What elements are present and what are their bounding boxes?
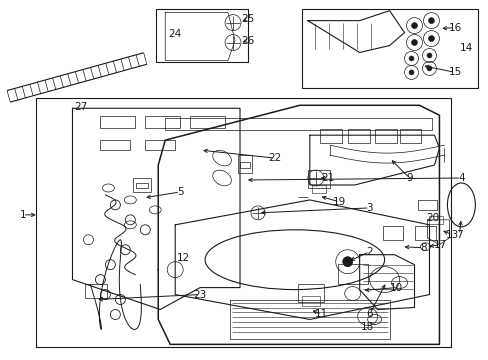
Text: 6: 6 [366, 310, 372, 319]
Bar [301, 9, 477, 88]
Bar [145, 140, 175, 150]
Ellipse shape [411, 23, 417, 28]
Bar [374, 129, 396, 143]
Bar [428, 216, 443, 224]
Bar [100, 116, 135, 128]
Ellipse shape [426, 66, 431, 71]
Ellipse shape [408, 56, 413, 61]
Text: 11: 11 [314, 310, 328, 319]
Text: 14: 14 [459, 42, 472, 53]
Text: 18: 18 [360, 323, 373, 332]
Bar [36, 98, 450, 347]
Bar [417, 200, 437, 210]
Text: 21: 21 [321, 173, 334, 183]
Text: 13: 13 [445, 230, 458, 240]
Ellipse shape [426, 53, 431, 58]
Text: 17: 17 [433, 240, 446, 250]
Bar [145, 116, 180, 128]
Text: 7: 7 [455, 230, 462, 240]
Text: 20: 20 [425, 213, 438, 223]
Text: 24: 24 [168, 28, 182, 39]
Bar [190, 116, 224, 128]
Bar [414, 226, 436, 240]
Ellipse shape [408, 70, 413, 75]
Bar [238, 155, 251, 173]
Bar [307, 170, 329, 188]
Bar [136, 183, 148, 188]
Text: 22: 22 [268, 153, 281, 163]
Bar [301, 296, 319, 306]
Text: 27: 27 [74, 102, 87, 112]
Bar [382, 226, 402, 240]
Ellipse shape [427, 36, 433, 41]
Text: 9: 9 [406, 173, 412, 183]
Bar [156, 9, 247, 62]
Bar [311, 185, 325, 193]
Ellipse shape [427, 18, 433, 24]
Bar [165, 118, 431, 130]
Ellipse shape [411, 40, 417, 45]
Text: 25: 25 [241, 14, 254, 24]
Text: 12: 12 [176, 253, 189, 263]
Text: 19: 19 [332, 197, 346, 207]
Bar [133, 178, 151, 192]
Text: 23: 23 [193, 289, 206, 300]
Text: 16: 16 [448, 23, 461, 33]
Text: 4: 4 [457, 173, 464, 183]
Bar [319, 129, 341, 143]
Text: 10: 10 [389, 283, 402, 293]
Bar [100, 140, 130, 150]
Text: 26: 26 [241, 36, 254, 46]
Text: 5: 5 [177, 187, 183, 197]
Ellipse shape [342, 257, 352, 267]
Text: 15: 15 [448, 67, 461, 77]
Text: 2: 2 [366, 247, 372, 257]
Bar [337, 264, 367, 284]
Bar [347, 129, 369, 143]
Text: 1: 1 [20, 210, 26, 220]
Bar [240, 162, 249, 168]
Bar [85, 284, 107, 298]
Text: 8: 8 [419, 243, 426, 253]
Bar [297, 284, 323, 302]
Bar [399, 129, 421, 143]
Text: 3: 3 [366, 203, 372, 213]
